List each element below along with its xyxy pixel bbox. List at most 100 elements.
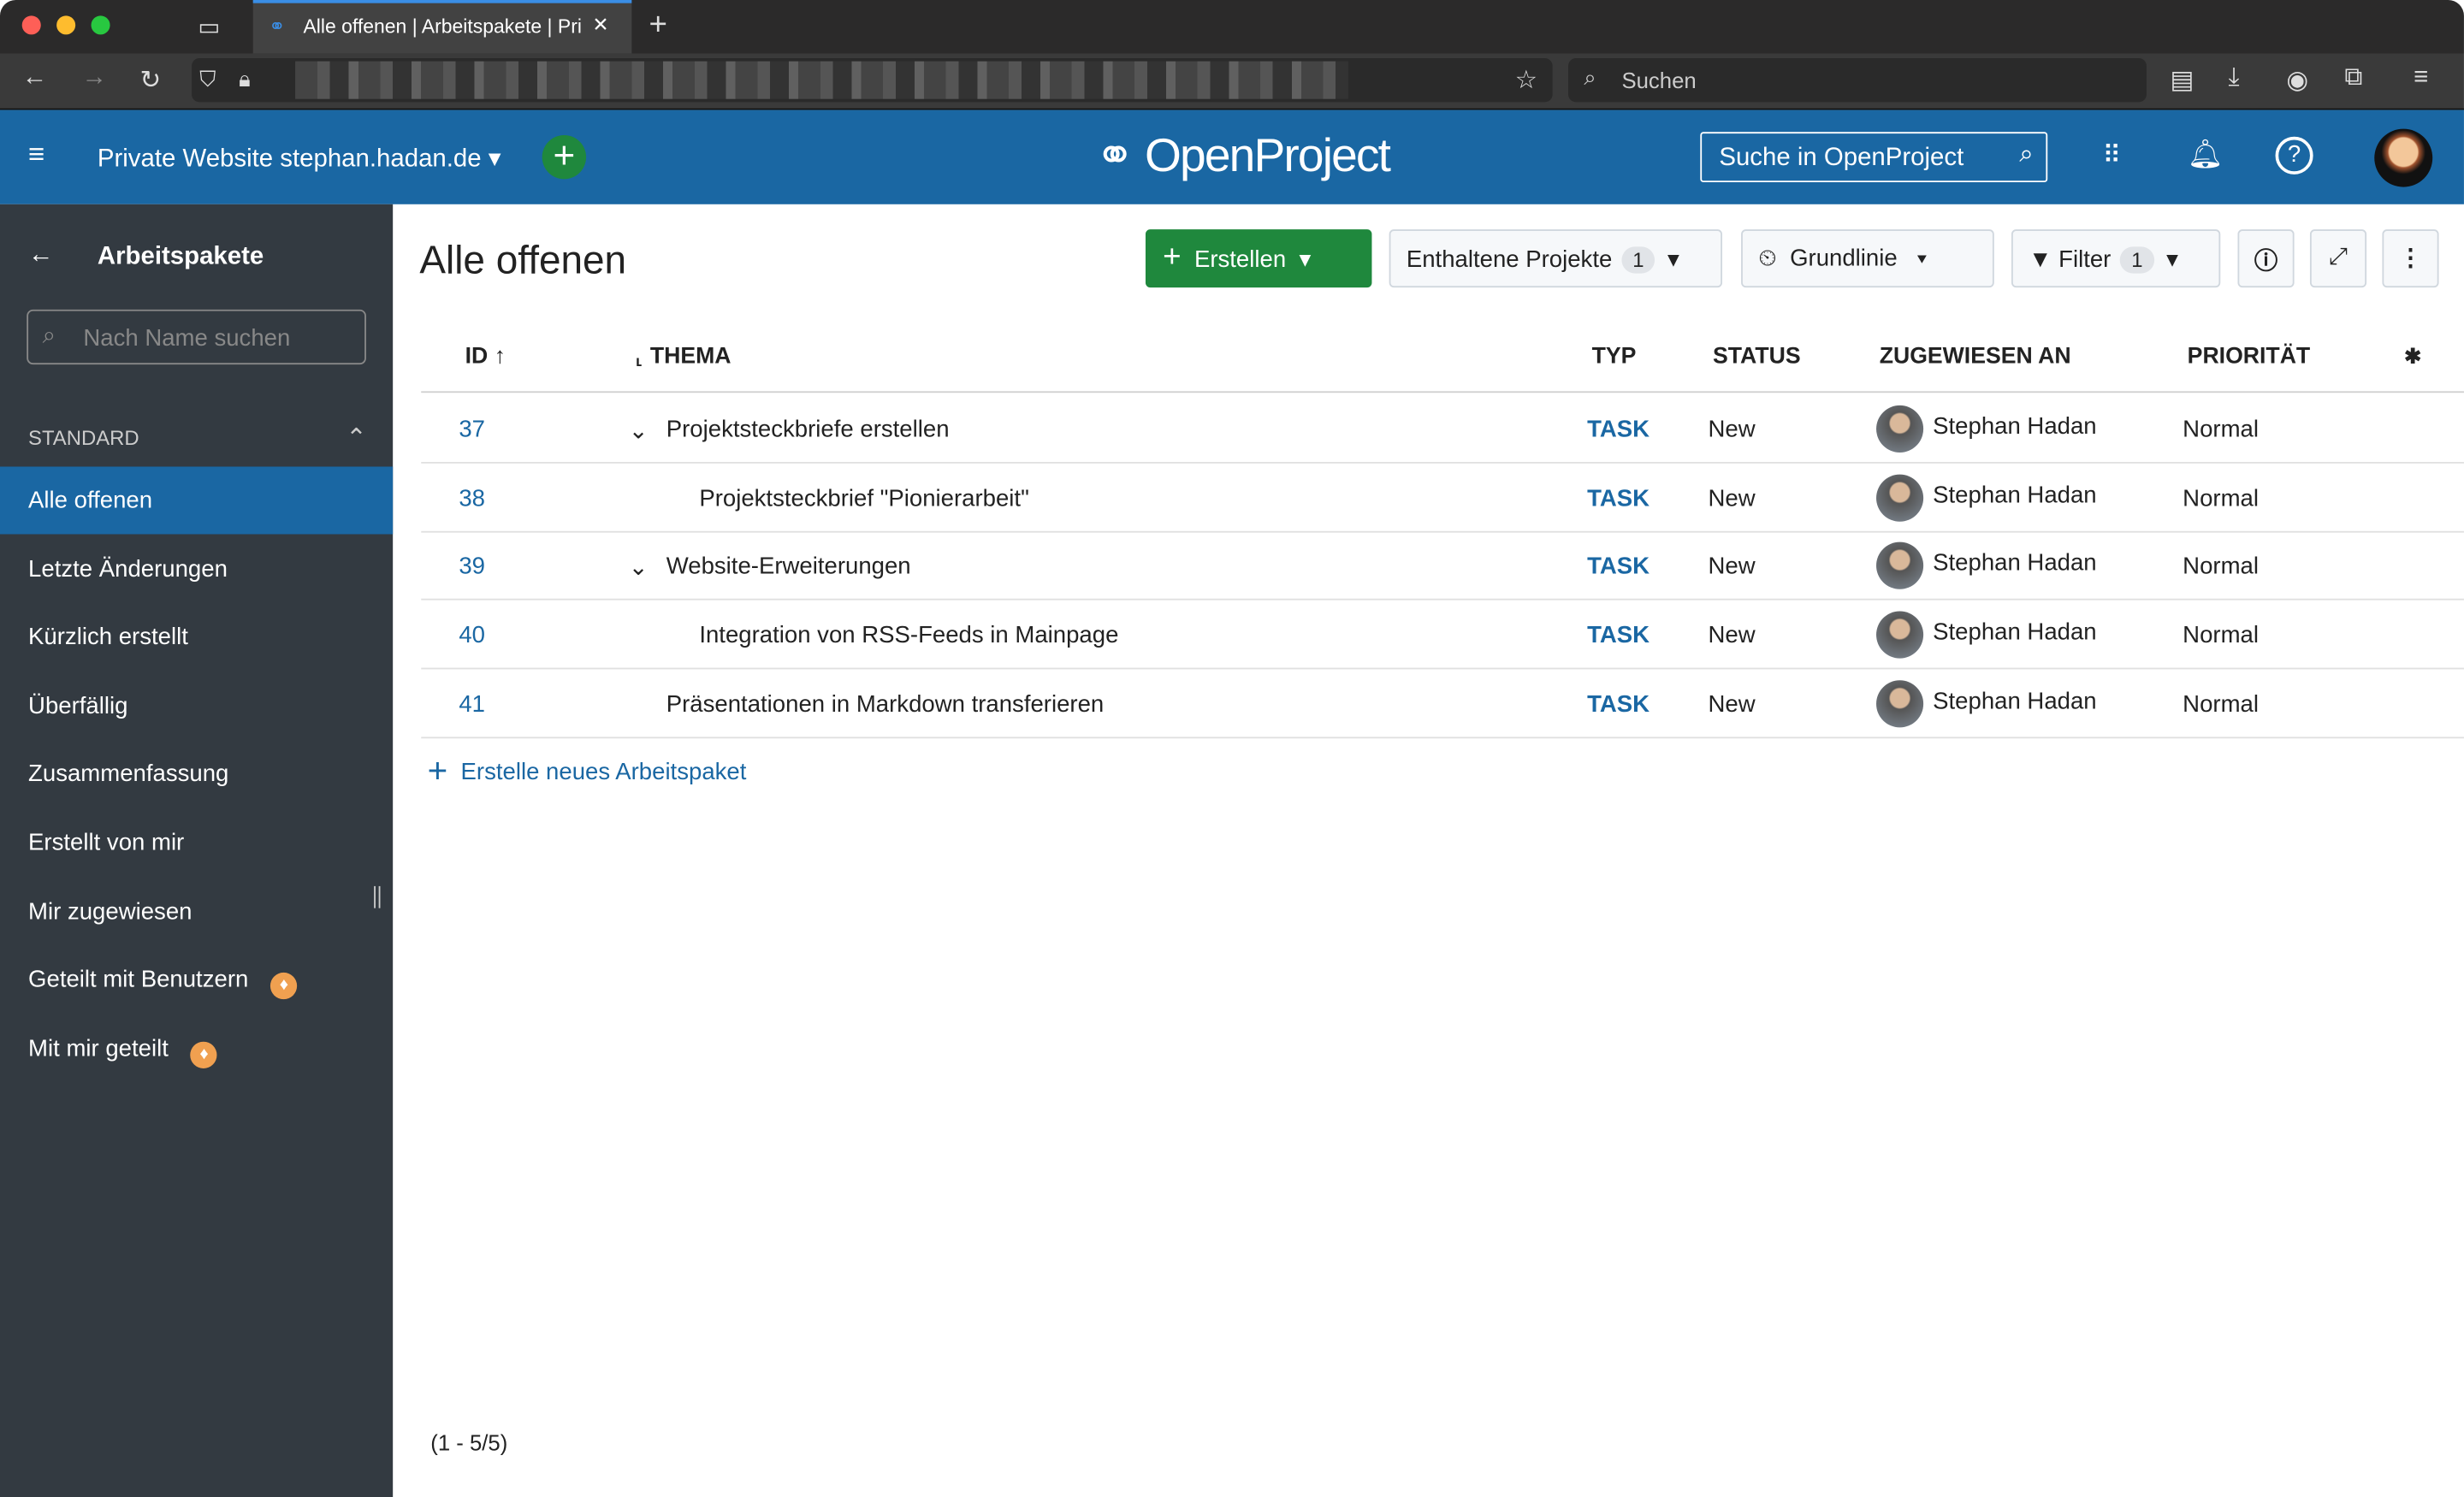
url-bar[interactable]: ⛉ 🔒︎ ☆	[192, 57, 1553, 103]
global-search-placeholder: Suche in OpenProject	[1719, 144, 1964, 172]
column-subject-label: THEMA	[649, 344, 732, 370]
project-selector[interactable]: Private Website stephan.hadan.de ▾	[97, 145, 501, 174]
column-header-status[interactable]: STATUS	[1713, 344, 1801, 370]
work-package-id-link[interactable]: 40	[459, 622, 485, 649]
sidebar-toggle-icon[interactable]: ▤	[2170, 67, 2194, 95]
table-row[interactable]: 38 Projektsteckbrief "Pionierarbeit" TASK…	[421, 463, 2464, 533]
reload-icon[interactable]: ↻	[139, 67, 162, 95]
sidebar-item[interactable]: Geteilt mit Benutzern ♦	[0, 946, 393, 1014]
forward-icon[interactable]: →	[81, 64, 107, 92]
work-package-priority[interactable]: Normal	[2183, 553, 2259, 581]
work-package-subject[interactable]: Integration von RSS-Feeds in Mainpage	[699, 622, 1119, 649]
column-header-type[interactable]: TYP	[1591, 344, 1637, 370]
add-work-package-link[interactable]: + Erstelle neues Arbeitspaket	[428, 751, 747, 792]
filter-count-badge: 1	[2120, 246, 2154, 274]
work-package-priority[interactable]: Normal	[2183, 484, 2259, 512]
browser-menu-icon[interactable]: ≡	[2414, 64, 2429, 92]
work-package-id-link[interactable]: 37	[459, 416, 485, 443]
account-icon[interactable]: ◉	[2286, 67, 2309, 95]
new-tab-button[interactable]: +	[649, 8, 668, 43]
table-row[interactable]: 37 ⌄ Projektsteckbriefe erstellen TASK New…	[421, 394, 2464, 464]
work-package-status[interactable]: New	[1708, 553, 1756, 581]
column-settings-gear-icon[interactable]: ✱	[2404, 344, 2422, 368]
chevron-down-icon[interactable]: ⌄	[628, 417, 649, 445]
bookmark-star-icon[interactable]: ☆	[1514, 67, 1537, 95]
enterprise-badge-icon: ♦	[190, 1041, 218, 1068]
sidebar-item[interactable]: Letzte Änderungen	[0, 535, 393, 603]
global-search-input[interactable]: Suche in OpenProject ⌕	[1700, 132, 2048, 183]
work-package-priority[interactable]: Normal	[2183, 690, 2259, 718]
work-package-id-link[interactable]: 39	[459, 553, 485, 581]
work-package-status[interactable]: New	[1708, 484, 1756, 512]
openproject-logo[interactable]: ⚭ OpenProject	[1095, 130, 1391, 183]
table-row[interactable]: 40 Integration von RSS-Feeds in Mainpage …	[421, 601, 2464, 670]
work-package-assignee[interactable]: Stephan Hadan	[1933, 413, 2097, 441]
work-package-id-link[interactable]: 38	[459, 484, 485, 512]
quick-add-button[interactable]: +	[542, 134, 587, 180]
work-package-type[interactable]: TASK	[1587, 484, 1650, 512]
search-icon: ⌕	[2019, 141, 2034, 169]
work-package-type[interactable]: TASK	[1587, 622, 1650, 649]
column-header-subject[interactable]: ⸤ THEMA	[635, 344, 732, 369]
table-row[interactable]: 41 Präsentationen in Markdown transferier…	[421, 669, 2464, 738]
details-info-button[interactable]: ⓘ	[2237, 229, 2295, 288]
hamburger-menu-icon[interactable]: ≡	[28, 138, 45, 170]
filter-button[interactable]: ▼ Filter 1 ▾	[2011, 229, 2221, 288]
chevron-down-icon[interactable]: ⌄	[628, 555, 649, 583]
tab-overview-icon[interactable]: ▭	[198, 14, 221, 41]
work-package-assignee[interactable]: Stephan Hadan	[1933, 550, 2097, 577]
sidebar-item[interactable]: Erstellt von mir	[0, 809, 393, 877]
sidebar-item[interactable]: Mit mir geteilt ♦	[0, 1015, 393, 1082]
minimize-window-button[interactable]	[56, 15, 76, 35]
maximize-window-button[interactable]	[91, 15, 110, 35]
fullscreen-button[interactable]: ⤢	[2309, 229, 2367, 288]
work-package-assignee[interactable]: Stephan Hadan	[1933, 618, 2097, 647]
create-button[interactable]: + Erstellen ▾	[1145, 229, 1372, 288]
baseline-button[interactable]: ⏲ Grundlinie ▾	[1741, 229, 1994, 288]
work-package-subject[interactable]: Präsentationen in Markdown transferieren	[666, 690, 1105, 718]
close-tab-icon[interactable]: ✕	[592, 14, 609, 37]
work-package-status[interactable]: New	[1708, 622, 1756, 649]
sidebar-item[interactable]: Mir zugewiesen	[0, 878, 393, 945]
back-arrow-icon[interactable]: ←	[28, 241, 54, 269]
work-package-priority[interactable]: Normal	[2183, 416, 2259, 443]
work-package-assignee[interactable]: Stephan Hadan	[1933, 482, 2097, 509]
sidebar-search-input[interactable]: ⌕ Nach Name suchen	[27, 309, 366, 365]
bell-icon[interactable]: 🔔︎	[2187, 138, 2224, 170]
table-row[interactable]: 39 ⌄ Website-Erweiterungen TASK New Stepha…	[421, 532, 2464, 601]
work-package-status[interactable]: New	[1708, 416, 1756, 443]
help-icon[interactable]: ?	[2275, 136, 2313, 175]
user-avatar[interactable]	[2374, 128, 2433, 187]
work-package-subject[interactable]: Projektsteckbriefe erstellen	[666, 416, 950, 443]
sidebar-item[interactable]: Alle offenen	[0, 466, 394, 535]
work-package-id-link[interactable]: 41	[459, 690, 485, 718]
work-package-assignee[interactable]: Stephan Hadan	[1933, 688, 2097, 715]
section-header-standard[interactable]: STANDARD	[28, 425, 139, 450]
work-package-subject[interactable]: Projektsteckbrief "Pionierarbeit"	[699, 484, 1029, 512]
work-package-type[interactable]: TASK	[1587, 690, 1650, 718]
included-projects-button[interactable]: Enthaltene Projekte 1 ▾	[1389, 229, 1723, 288]
close-window-button[interactable]	[21, 15, 41, 35]
column-header-priority[interactable]: PRIORITÄT	[2187, 344, 2311, 370]
work-package-priority[interactable]: Normal	[2183, 622, 2259, 649]
more-actions-button[interactable]: ⋮	[2382, 229, 2439, 288]
work-package-type[interactable]: TASK	[1587, 553, 1650, 581]
sidebar-resize-handle[interactable]	[374, 885, 381, 908]
sidebar-item[interactable]: Überfällig	[0, 672, 393, 740]
download-icon[interactable]: ⤓	[2228, 64, 2240, 92]
browser-tab-active[interactable]: ⚭ Alle offenen | Arbeitspakete | Pri ✕	[252, 0, 632, 54]
search-placeholder: Suchen	[1621, 67, 1697, 93]
modules-grid-icon[interactable]: ⠿	[2102, 143, 2122, 170]
sidebar-item[interactable]: Kürzlich erstellt	[0, 604, 393, 672]
chevron-up-icon[interactable]: ⌃	[346, 425, 367, 453]
back-icon[interactable]: ←	[21, 64, 48, 92]
column-header-assignee[interactable]: ZUGEWIESEN AN	[1879, 344, 2071, 370]
sidebar-item[interactable]: Zusammenfassung	[0, 741, 393, 808]
extensions-icon[interactable]: ⧉	[2344, 64, 2363, 92]
sidebar: ← Arbeitspakete ⌕ Nach Name suchen STANDA…	[0, 204, 394, 1497]
work-package-type[interactable]: TASK	[1587, 416, 1650, 443]
work-package-status[interactable]: New	[1708, 690, 1756, 718]
column-header-id[interactable]: ID ↑	[465, 344, 506, 369]
browser-search-field[interactable]: ⌕ Suchen	[1568, 57, 2147, 103]
work-package-subject[interactable]: Website-Erweiterungen	[666, 553, 911, 581]
